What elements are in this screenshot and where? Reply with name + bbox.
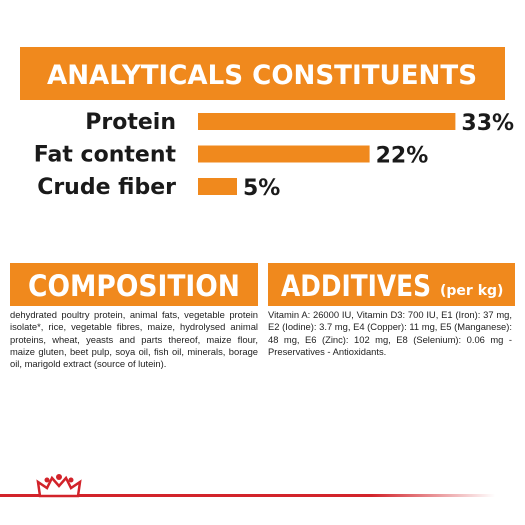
category-label: Crude fiber: [37, 175, 176, 200]
value-label: 33%: [461, 111, 514, 136]
composition-text: dehydrated poultry protein, animal fats,…: [10, 309, 258, 370]
value-label: 22%: [376, 144, 429, 169]
bar: [198, 145, 370, 163]
additives-unit: (per kg): [440, 283, 503, 299]
category-label: Protein: [85, 110, 176, 135]
footer-line: [0, 494, 495, 497]
bar: [198, 113, 456, 130]
additives-text: Vitamin A: 26000 IU, Vitamin D3: 700 IU,…: [268, 309, 512, 357]
bar: [198, 178, 237, 195]
brand-logo: [36, 474, 82, 498]
chart-title: ANALYTICALS CONSTITUENTS: [47, 60, 477, 91]
composition-title: COMPOSITION: [28, 269, 240, 303]
header-band: [20, 47, 505, 100]
composition-band: [10, 263, 258, 306]
value-label: 5%: [243, 176, 280, 201]
additives-band: [268, 263, 515, 306]
additives-title: ADDITIVES: [281, 269, 431, 303]
category-label: Fat content: [34, 143, 177, 168]
